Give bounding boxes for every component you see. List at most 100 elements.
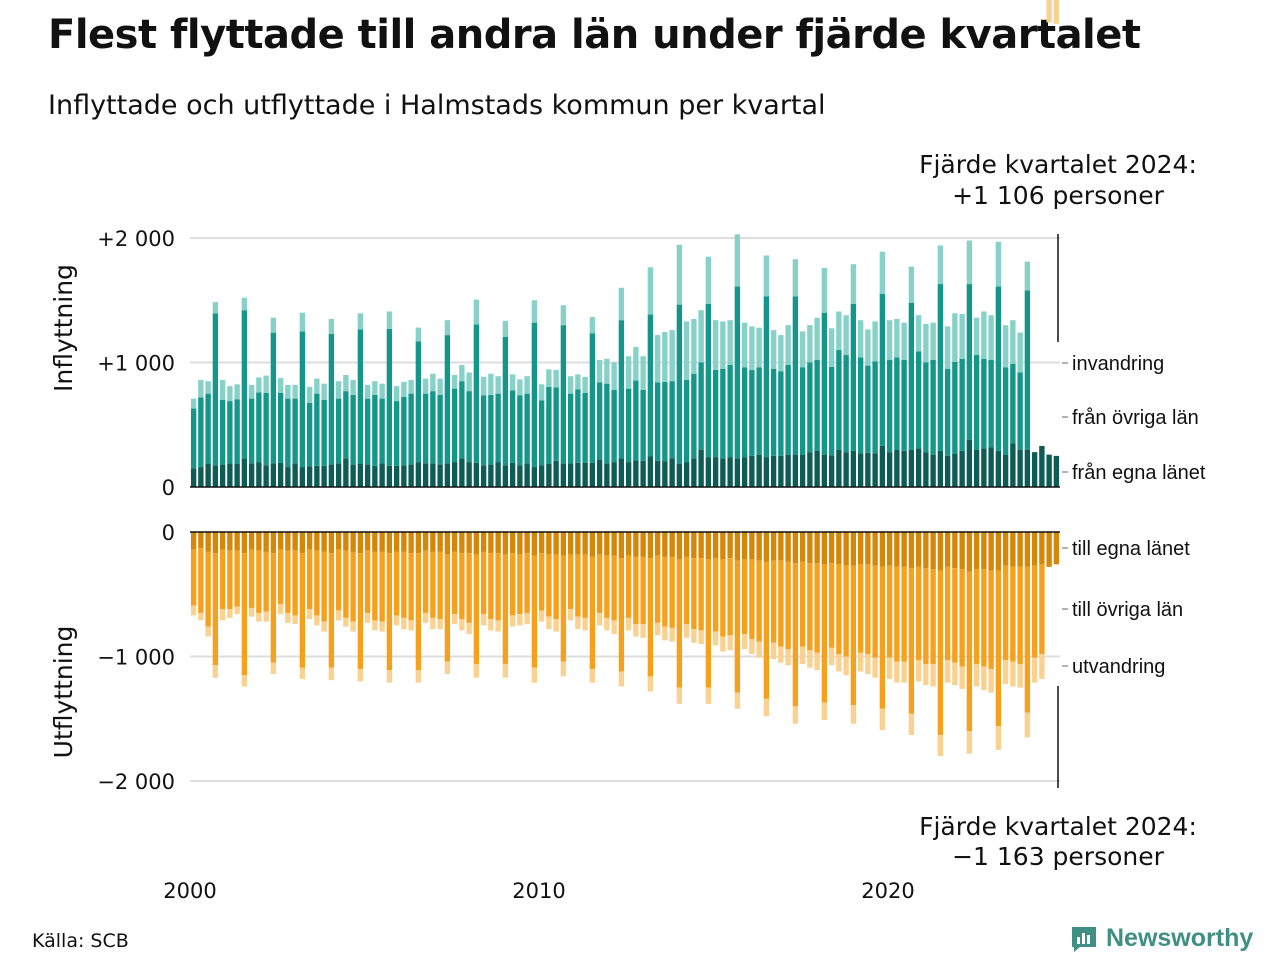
bar-out-2 [248,607,255,617]
y-tick-label: +1 000 [97,352,175,376]
bar-out-1 [770,560,777,643]
bar-out-1 [285,550,291,613]
bar-out-0 [799,532,806,562]
bar-out-1 [807,563,813,651]
bar-in-0 [698,449,704,487]
bar-out-0 [734,532,741,561]
bar-in-2 [488,373,494,395]
bar-out-0 [575,532,581,555]
bar-in-1 [553,387,559,461]
bar-in-1 [393,401,400,466]
bar-out-2 [459,619,465,631]
bar-in-1 [364,398,371,465]
bar-out-2 [256,612,262,622]
bar-out-1 [444,554,451,662]
bar-in-1 [277,393,284,463]
y-axis-title-top: Inflyttning [49,264,78,392]
bar-in-1 [850,303,857,451]
bar-in-0 [408,464,414,487]
bar-in-0 [292,463,298,488]
bar-out-2 [654,622,661,636]
bar-in-1 [488,394,494,465]
bar-in-1 [517,395,523,466]
bar-out-2 [821,702,828,720]
bar-in-2 [611,362,617,390]
bar-in-2 [459,364,465,382]
bar-in-0 [480,465,487,487]
bar-out-0 [741,532,748,560]
bar-in-0 [531,467,538,487]
bar-out-0 [857,532,864,565]
bar-in-0 [553,460,559,487]
bar-out-2 [190,605,197,616]
bar-out-0 [1039,532,1045,565]
bar-out-1 [350,551,356,622]
bar-in-1 [756,367,762,455]
bar-in-0 [865,452,871,487]
bar-out-1 [778,560,784,647]
bar-in-1 [611,389,617,463]
bar-in-2 [343,374,349,392]
bar-out-1 [502,554,509,664]
bar-in-0 [676,463,683,487]
bar-in-2 [401,381,407,397]
bar-in-0 [843,452,849,487]
bar-in-1 [401,396,407,466]
bar-out-0 [618,532,625,559]
bar-in-0 [524,463,530,488]
bar-in-1 [227,401,233,464]
bar-out-1 [328,553,335,668]
bar-out-0 [277,532,284,550]
bar-out-2 [662,626,668,641]
bar-in-0 [277,462,284,487]
bar-in-2 [778,335,784,372]
bar-in-2 [292,384,298,399]
bar-out-0 [560,532,567,556]
bar-in-2 [770,330,777,369]
bar-out-1 [212,553,219,666]
legend-label: till övriga län [1072,599,1183,621]
bar-in-2 [763,255,770,297]
bar-in-1 [698,362,704,450]
bar-in-2 [698,310,704,363]
bar-out-0 [756,532,762,561]
bar-in-2 [190,398,197,409]
bar-out-1 [756,560,762,642]
bar-in-1 [981,358,987,449]
bar-in-0 [611,462,617,487]
bar-out-0 [640,532,646,557]
bar-out-0 [350,532,356,552]
bar-out-1 [263,551,269,612]
bar-in-1 [198,397,204,468]
bar-out-2 [227,609,233,618]
bar-in-0 [328,464,335,487]
bar-in-0 [749,455,755,488]
bar-out-2 [1017,663,1023,688]
bar-in-1 [306,402,313,467]
bar-out-0 [720,532,726,560]
bar-out-1 [1017,566,1023,664]
bar-out-0 [473,532,480,555]
bar-in-0 [488,464,494,487]
bar-in-1 [386,328,393,466]
bar-in-2 [546,369,552,387]
bar-in-2 [908,266,915,303]
bar-in-2 [422,378,429,394]
bar-in-2 [509,374,516,391]
bar-out-0 [923,532,929,569]
y-tick-label: +2 000 [97,227,175,251]
bar-out-1 [640,556,646,625]
bar-out-0 [879,532,886,567]
bar-out-1 [343,550,349,618]
bar-in-2 [865,329,871,366]
bar-out-2 [625,617,632,631]
bar-in-0 [662,461,668,487]
bar-out-2 [944,660,951,683]
bar-in-1 [807,362,813,453]
bar-out-0 [321,532,327,552]
bar-in-2 [285,384,291,399]
bar-out-2 [908,713,915,735]
bar-in-1 [821,312,828,455]
bar-out-0 [669,532,675,557]
bar-out-0 [872,532,878,566]
